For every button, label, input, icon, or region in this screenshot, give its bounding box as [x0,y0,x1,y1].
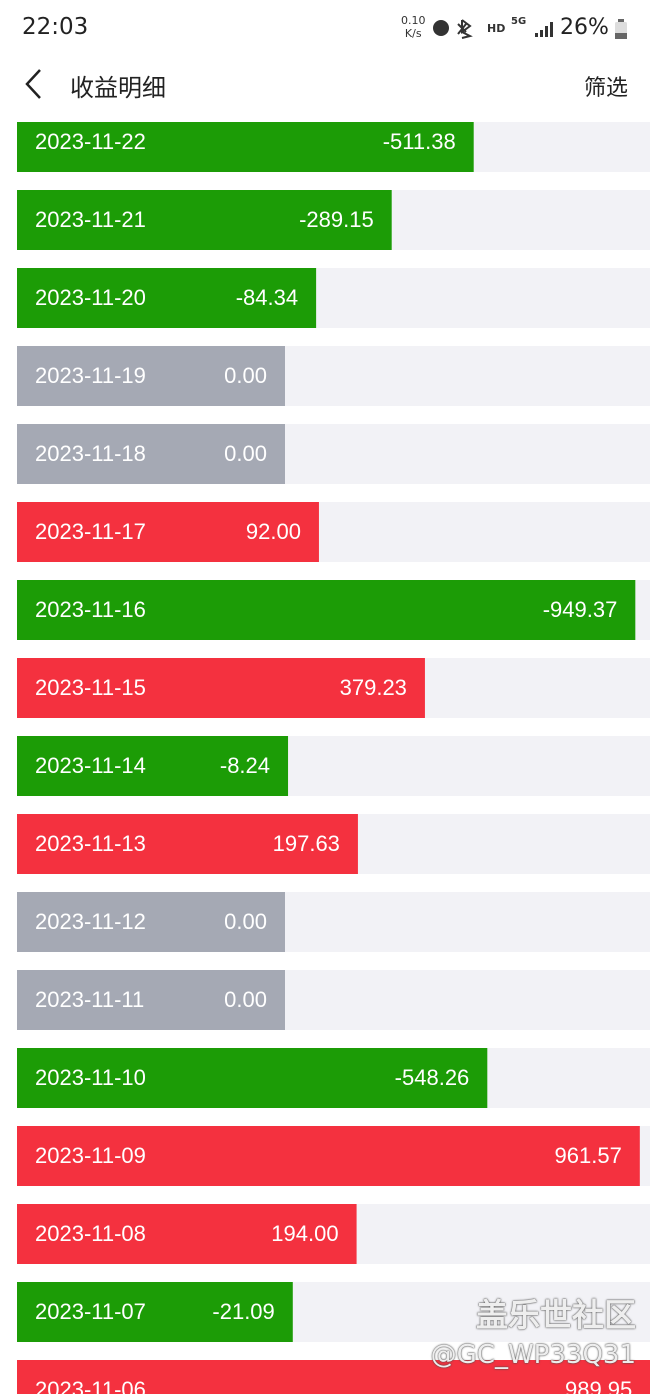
date-label: 2023-11-21 [35,207,146,232]
bar [17,1360,650,1394]
back-button[interactable] [22,68,46,100]
speed-unit: K/s [404,27,422,40]
alarm-icon [433,20,449,36]
value-label: -8.24 [220,753,270,778]
net-speed: 0.10 K/s [401,14,426,40]
date-label: 2023-11-13 [35,831,146,856]
date-label: 2023-11-11 [35,987,144,1012]
date-label: 2023-11-09 [35,1143,146,1168]
date-label: 2023-11-06 [35,1377,146,1394]
bar [17,1126,640,1186]
value-label: 961.57 [555,1143,622,1168]
network: 5G [511,16,527,27]
bar [17,1048,488,1108]
watermark-user: @GC_WP33Q31 [430,1340,636,1370]
value-label: 92.00 [246,519,301,544]
value-label: 0.00 [224,441,267,466]
hd: HD [487,22,506,35]
bar [17,346,285,406]
battery-icon [615,19,627,39]
watermark-title: 盖乐世社区 [475,1296,636,1334]
bar [17,658,425,718]
bar [17,502,319,562]
value-label: 194.00 [271,1221,338,1246]
value-label: 0.00 [224,909,267,934]
bar [17,1204,357,1264]
value-label: 197.63 [273,831,340,856]
bar [17,892,285,952]
date-label: 2023-11-18 [35,441,146,466]
value-label: -511.38 [383,129,456,154]
value-label: -289.15 [299,207,374,232]
date-label: 2023-11-16 [35,597,146,622]
value-label: 0.00 [224,987,267,1012]
value-label: -949.37 [543,597,618,622]
bar [17,1282,293,1342]
value-label: -21.09 [212,1299,274,1324]
bar [17,970,285,1030]
bar [17,424,285,484]
date-label: 2023-11-07 [35,1299,146,1324]
bar [17,122,474,172]
filter-button[interactable]: 筛选 [583,76,628,101]
value-label: -84.34 [236,285,298,310]
date-label: 2023-11-15 [35,675,146,700]
date-label: 2023-11-14 [35,753,146,778]
value-label: 0.00 [224,363,267,388]
header: 收益明细 筛选 [0,56,650,122]
bar [17,580,636,640]
signal-icon [535,22,553,37]
date-label: 2023-11-20 [35,285,146,310]
speed-value: 0.10 [401,14,426,27]
date-label: 2023-11-08 [35,1221,146,1246]
bar [17,268,317,328]
value-label: -548.26 [395,1065,470,1090]
battery-text: 26% [560,15,609,40]
value-label: 989.95 [565,1377,632,1394]
bar [17,190,392,250]
date-label: 2023-11-22 [35,129,146,154]
bar [17,736,289,796]
status-bar: 22:03 0.10 K/s HD 5G 26% [0,0,650,56]
status-icons [433,19,473,39]
date-label: 2023-11-12 [35,909,146,934]
value-label: 379.23 [340,675,407,700]
bluetooth-icon [457,19,473,39]
page-title: 收益明细 [70,74,166,102]
date-label: 2023-11-19 [35,363,146,388]
profit-list: 2023-11-22 -511.38 2023-11-21 -289.15 2023-1… [17,122,650,1394]
date-label: 2023-11-17 [35,519,146,544]
time: 22:03 [22,14,89,40]
date-label: 2023-11-10 [35,1065,146,1090]
bar [17,814,358,874]
